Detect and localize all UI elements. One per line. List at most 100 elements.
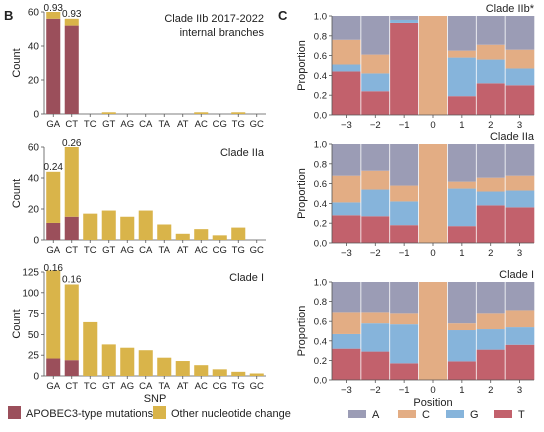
proportion-chart-3-x-tick-label: 3 [517,385,522,396]
bar-chart-1-bar-other [64,18,79,26]
bar-chart-1-x-tick-label: CG [213,119,227,130]
proportion-chart-3-segment-t [447,361,477,380]
proportion-chart-2-segment-g [389,201,419,226]
proportion-chart-3-segment-a [389,282,419,314]
proportion-chart-1-segment-a [332,16,362,40]
proportion-chart-2-x-tick-label: −3 [341,248,352,259]
proportion-chart-2-segment-t [505,207,535,243]
proportion-chart-3-segment-t [476,349,506,380]
proportion-chart-3-x-tick-label: 0 [430,385,435,396]
proportion-chart-3-y-label: Proportion [296,306,308,357]
proportion-chart-2-x-tick-label: 1 [459,248,464,259]
bar-chart-1-x-tick-label: AG [120,119,134,130]
legend-g-swatch [446,410,464,418]
bar-chart-1-bar-other [46,12,61,19]
bar-chart-3-fraction-label: 0.16 [62,274,82,285]
proportion-chart-2-segment-c [360,170,391,190]
bar-chart-3-y-tick-label: 50 [28,330,40,341]
bar-chart-1-bar-other [101,112,116,114]
proportion-chart-3-segment-g [447,330,477,362]
bar-chart-1-bar-apobec [46,18,61,114]
proportion-chart-3-y-tick-label: 0.0 [314,376,327,387]
bar-chart-1-title-line1: Clade IIb 2017-2022 [164,13,264,25]
bar-chart-3-bar-apobec [46,358,61,376]
proportion-chart-1-segment-t [505,85,535,115]
legend-c: A C G T [348,409,525,421]
bar-chart-1-title-line2: internal branches [180,27,265,39]
proportion-chart-1-x-tick-label: 3 [517,120,522,131]
bar-chart-1-x-tick-label: AC [195,119,208,130]
proportion-chart-3-y-tick-label: 1.0 [314,278,327,289]
proportion-chart-1-y-tick-label: 0.8 [314,31,327,42]
proportion-chart-1-x-tick-label: −2 [370,120,381,131]
proportion-chart-2-segment-g [360,189,391,217]
bar-chart-2-x-tick-label: TC [84,245,97,256]
bar-chart-1-bar-other [231,112,246,114]
proportion-chart-2-segment-a [389,144,419,186]
proportion-chart-2-title: Clade IIa [490,131,535,143]
bar-chart-3-bar-other [249,373,264,376]
bar-chart-3-title: Clade I [229,272,264,284]
proportion-chart-1-x-tick-label: 1 [459,120,464,131]
bar-chart-3-x-tick-label: GC [250,381,264,392]
bar-chart-1-x-tick-label: CA [139,119,153,130]
panel-b-label: B [4,8,13,23]
bar-chart-3-bar-other [83,321,98,376]
proportion-chart-3-segment-a [332,282,362,313]
bar-chart-2-title: Clade IIa [220,147,265,159]
bar-chart-1-x-tick-label: CT [65,119,78,130]
bar-chart-1-x-tick-label: GT [102,119,115,130]
bar-chart-2-x-tick-label: AC [195,245,208,256]
bar-chart-2-y-tick-label: 60 [28,143,40,154]
legend-g-label: G [470,409,479,421]
proportion-chart-1-segment-t [389,22,419,115]
bar-chart-3-y-tick-label: 100 [22,288,39,299]
bar-chart-1-x-tick-label: GA [46,119,60,130]
proportion-chart-2-segment-a [332,144,362,176]
bar-chart-3-x-tick-label: AC [195,381,208,392]
bar-chart-3-y-tick-label: 75 [28,309,40,320]
bar-chart-2-bar-other [46,171,61,223]
bar-chart-3-x-tick-label: AG [120,381,134,392]
bar-chart-2-bar-other [138,210,153,240]
panel-c-label: C [278,8,288,23]
proportion-chart-2-segment-c [418,144,448,243]
proportion-chart-1-segment-c [332,39,362,65]
bar-chart-2-bar-other [64,147,79,217]
bar-chart-2-bar-other [120,216,135,240]
proportion-chart-1-x-tick-label: 0 [430,120,435,131]
bar-chart-1-x-tick-label: TA [159,119,171,130]
proportion-chart-1-segment-c [476,44,506,60]
proportion-chart-3-segment-c [360,312,391,324]
proportion-chart-3-segment-a [505,282,535,311]
proportion-chart-3-y-tick-label: 0.4 [314,336,327,347]
bar-chart-2-y-label: Count [11,179,23,208]
proportion-chart-1-segment-a [447,16,477,51]
bar-chart-2-bar-apobec [46,222,61,240]
proportion-chart-1-y-tick-label: 0.6 [314,51,327,62]
legend-a-swatch [348,410,366,418]
bar-chart-2-y-tick-label: 20 [28,205,40,216]
proportion-chart-2-y-tick-label: 0.6 [314,179,327,190]
proportion-chart-2-segment-t [476,205,506,243]
proportion-chart-1-segment-a [505,16,535,50]
bar-chart-3-y-tick-label: 0 [33,372,39,383]
bar-chart-3-bar-other [120,347,135,376]
bar-chart-3-x-tick-label: CG [213,381,227,392]
proportion-chart-3-segment-c [332,312,362,334]
proportion-chart-1-segment-a [389,16,419,20]
proportion-chart-1-title: Clade IIb* [486,3,535,15]
proportion-chart-1-x-tick-label: −3 [341,120,352,131]
bar-chart-2-y-tick-label: 40 [28,174,40,185]
proportion-chart-2-segment-g [476,191,506,206]
bar-chart-1-x-tick-label: TC [84,119,97,130]
proportion-chart-1-segment-t [360,91,391,115]
bar-chart-3-x-tick-label: GT [102,381,115,392]
proportion-chart-1-segment-t [332,71,362,115]
proportion-chart-3-x-tick-label: −3 [341,385,352,396]
bar-chart-1-y-tick-label: 0 [33,110,39,121]
proportion-chart-2-segment-c [447,181,477,189]
proportion-chart-3-segment-g [360,323,391,352]
